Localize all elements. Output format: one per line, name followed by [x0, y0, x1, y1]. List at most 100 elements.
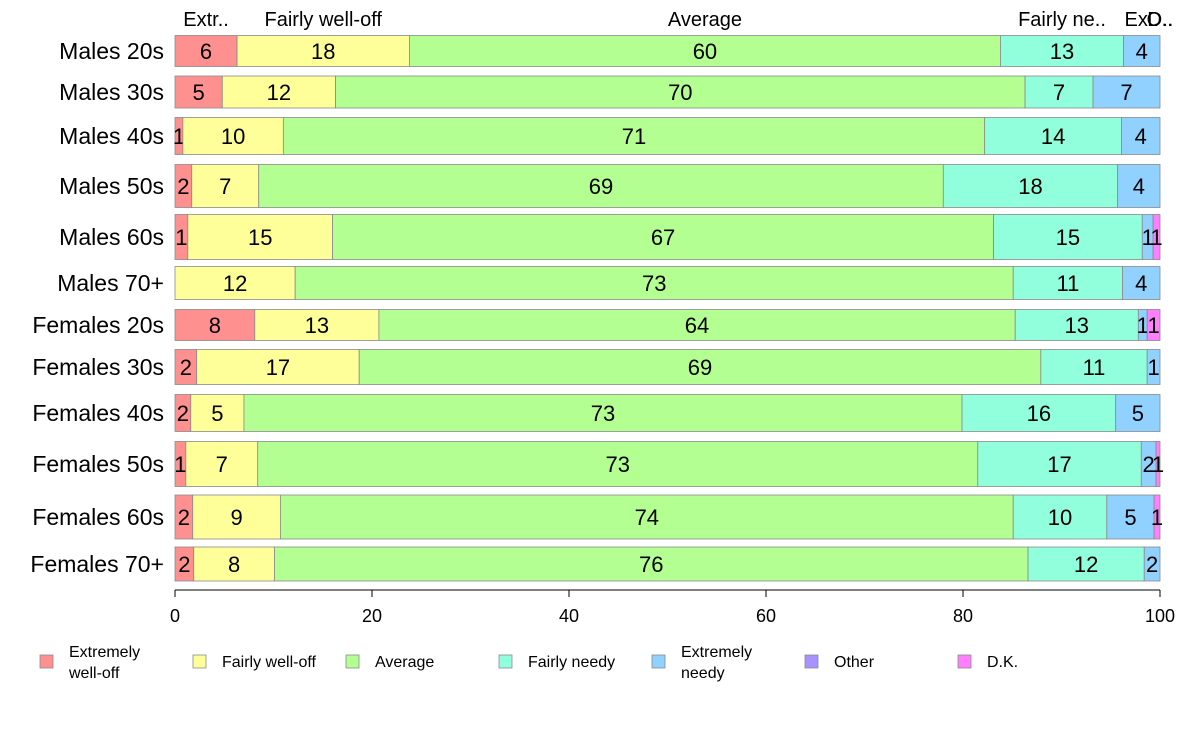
series-top-label: O.. [1147, 9, 1174, 31]
legend-label: Fairly well-off [222, 654, 317, 671]
bar-segment [332, 214, 994, 260]
bar-segment [1040, 349, 1148, 385]
data-label: 1 [173, 124, 185, 149]
data-label: 1 [1147, 313, 1159, 338]
category-label: Females 50s [32, 451, 164, 477]
series-top-label: Ex.. [1125, 9, 1159, 31]
data-label: 2 [178, 552, 190, 577]
legend-label: Fairly needy [528, 654, 615, 671]
legend-swatch [39, 654, 54, 669]
bar-segment [243, 394, 963, 432]
series-top-label: Fairly well-off [265, 9, 383, 31]
series-top-label: Average [668, 9, 742, 31]
data-label: 14 [1041, 124, 1065, 149]
bar-segment [1012, 266, 1123, 300]
x-tick-label: 100 [1145, 606, 1175, 626]
series-top-label: Extr.. [183, 9, 229, 31]
data-label: 5 [211, 401, 223, 426]
bar-segment [993, 214, 1143, 260]
bar-segment [1092, 75, 1161, 109]
bar-segment [961, 394, 1117, 432]
bar-segment [1143, 546, 1161, 582]
data-label: 17 [266, 355, 290, 380]
legend-swatch [498, 654, 513, 669]
legend-label: D.K. [987, 654, 1018, 671]
legend-swatch [651, 654, 666, 669]
bar-segment [1146, 349, 1161, 385]
category-label: Males 20s [59, 38, 164, 64]
bar-segment [196, 349, 360, 385]
bar-segment [1117, 164, 1161, 208]
bar-segment [294, 266, 1014, 300]
data-label: 10 [221, 124, 245, 149]
data-label: 2 [1143, 452, 1155, 477]
bar-segment [1121, 117, 1161, 155]
data-label: 5 [193, 80, 205, 105]
series-top-label: D.. [1147, 9, 1173, 31]
data-label: 13 [1065, 313, 1089, 338]
bar-segment [1152, 214, 1161, 260]
data-label: 70 [668, 80, 692, 105]
bar-segment [279, 494, 1014, 540]
bar-segment [193, 546, 275, 582]
data-label: 71 [622, 124, 646, 149]
data-label: 4 [1136, 39, 1148, 64]
data-label: 1 [174, 452, 186, 477]
data-label: 18 [311, 39, 335, 64]
bar-segment [1024, 75, 1094, 109]
x-tick-label: 80 [953, 606, 973, 626]
data-label: 9 [230, 505, 242, 530]
bar-segment [182, 117, 284, 155]
data-label: 64 [685, 313, 709, 338]
data-label: 2 [177, 174, 189, 199]
category-label: Males 70+ [57, 270, 164, 296]
legend-swatch [192, 654, 207, 669]
data-label: 12 [1074, 552, 1098, 577]
bar-segment [221, 75, 336, 109]
x-tick-label: 20 [362, 606, 382, 626]
category-label: Females 40s [32, 400, 164, 426]
x-tick-label: 0 [170, 606, 180, 626]
bar-segment [378, 309, 1016, 341]
data-label: 8 [209, 313, 221, 338]
top-series-labels: Extr.. Fairly well-off Average Fairly ne.. E… [183, 9, 1173, 31]
data-label: 1 [1152, 452, 1164, 477]
data-label: 4 [1135, 271, 1147, 296]
category-labels: Males 20s Males 30s Males 40s Males 50s Male… [30, 38, 164, 577]
legend-swatch [804, 654, 819, 669]
bar-segment [1122, 266, 1161, 300]
bar-segment [1123, 35, 1161, 67]
category-label: Females 20s [32, 312, 164, 338]
category-label: Females 70+ [30, 551, 164, 577]
data-label: 1 [1142, 225, 1154, 250]
bar-segment [409, 35, 1001, 67]
data-label: 1 [175, 225, 187, 250]
data-label: 4 [1135, 124, 1147, 149]
data-label: 1 [1150, 225, 1162, 250]
data-label: 15 [1056, 225, 1080, 250]
series-top-label: Fairly ne.. [1018, 9, 1106, 31]
data-label: 4 [1133, 174, 1145, 199]
data-label: 15 [248, 225, 272, 250]
legend-swatch [957, 654, 972, 669]
bar-segment [1153, 494, 1161, 540]
legend-label: Extremely [681, 644, 752, 661]
data-label: 8 [228, 552, 240, 577]
legend: Extremely well-off Fairly well-off Average F… [39, 644, 1018, 682]
bar-segment [984, 117, 1122, 155]
bar-segment [174, 266, 296, 300]
data-label: 7 [1120, 80, 1132, 105]
category-label: Females 60s [32, 504, 164, 530]
data-label: 13 [1050, 39, 1074, 64]
bar-segment [1000, 35, 1124, 67]
bar-segment [258, 164, 944, 208]
bar-segment [174, 35, 238, 67]
category-label: Females 30s [32, 354, 164, 380]
data-label: 11 [1083, 355, 1106, 380]
bar-segment [174, 309, 256, 341]
data-label: 5 [1132, 401, 1144, 426]
bar-segment [1115, 394, 1161, 432]
legend-label: needy [681, 665, 725, 682]
data-label: 11 [1056, 271, 1079, 296]
legend-label: Average [375, 654, 434, 671]
